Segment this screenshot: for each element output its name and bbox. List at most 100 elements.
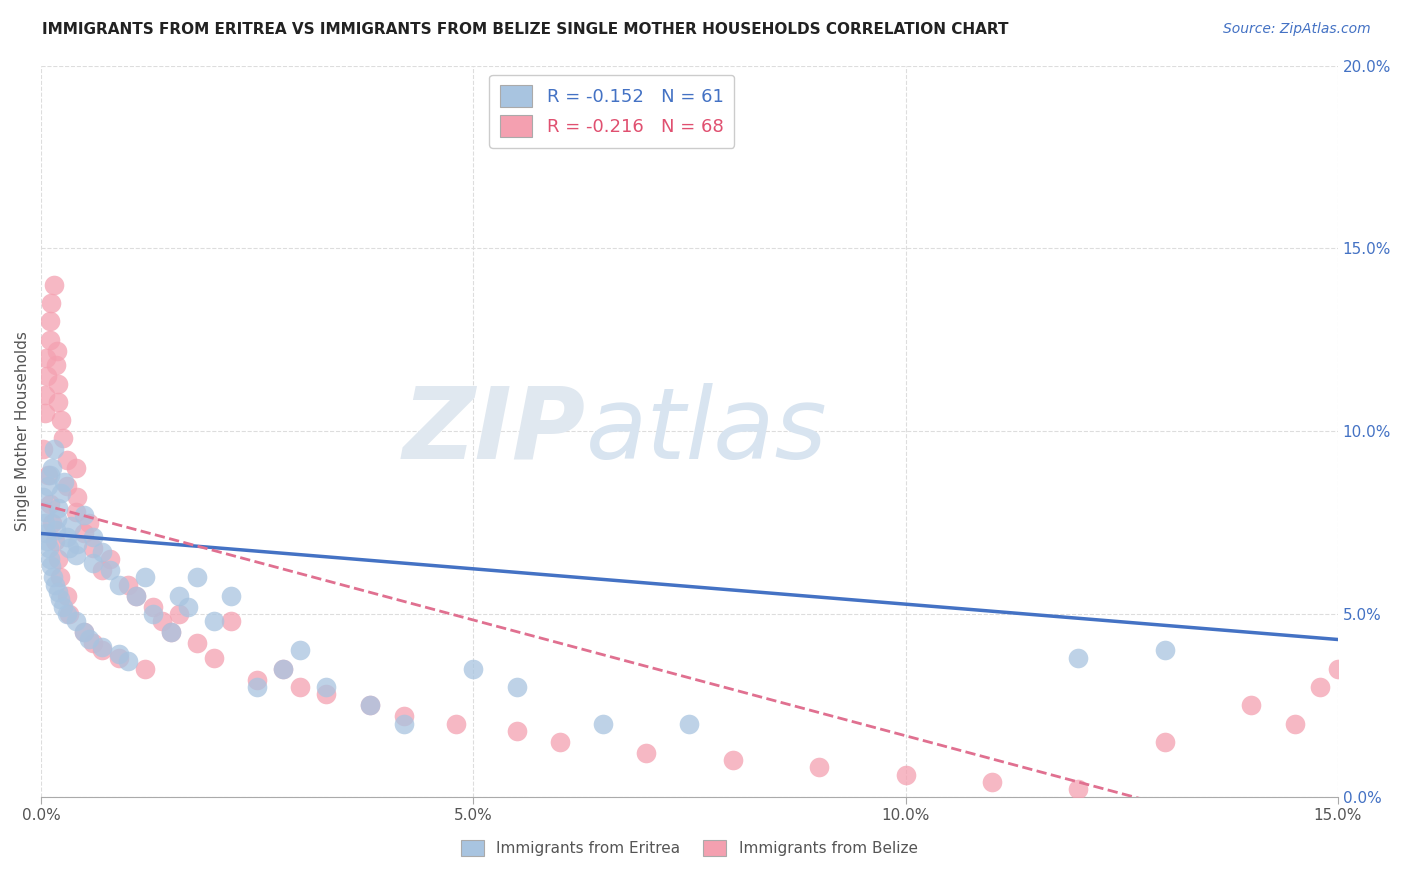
Point (73, 508, 96, 523)
Text: ZIP: ZIP (402, 383, 586, 480)
Point (246, 673, 269, 687)
Point (1309, 680, 1331, 694)
Point (108, 650, 131, 665)
Point (82, 530, 104, 544)
Point (505, 723, 527, 738)
Point (808, 760, 831, 774)
Point (34, 504, 56, 518)
Point (56, 589, 79, 603)
Legend: R = -0.152   N = 61, R = -0.216   N = 68: R = -0.152 N = 61, R = -0.216 N = 68 (489, 75, 734, 147)
Point (444, 716, 467, 731)
Point (186, 570, 208, 584)
Point (117, 655, 139, 669)
Point (42, 570, 65, 584)
Point (34, 516, 56, 530)
Point (41, 559, 63, 574)
Point (49, 486, 72, 500)
Point (548, 735, 571, 749)
Point (125, 589, 148, 603)
Point (90, 545, 112, 559)
Point (35, 351, 58, 365)
Point (52, 432, 75, 446)
Point (44, 577, 66, 591)
Point (505, 680, 527, 694)
Point (894, 768, 917, 782)
Point (52, 475, 75, 490)
Point (38, 314, 60, 328)
Point (90, 640, 112, 654)
Point (98, 563, 121, 577)
Point (186, 636, 208, 650)
Point (73, 625, 96, 640)
Point (34, 387, 56, 401)
Point (981, 775, 1004, 789)
Point (117, 577, 139, 591)
Point (41, 516, 63, 530)
Point (45, 512, 67, 526)
Point (38, 497, 60, 511)
Point (392, 709, 415, 723)
Point (359, 698, 381, 713)
Point (82, 556, 104, 570)
Point (58, 541, 80, 555)
Point (90, 643, 112, 657)
Point (359, 698, 381, 713)
Point (38, 468, 60, 483)
Point (290, 643, 312, 657)
Point (41, 296, 63, 310)
Point (142, 607, 165, 621)
Point (159, 625, 181, 640)
Point (678, 716, 700, 731)
Point (108, 577, 131, 591)
Point (48, 395, 70, 409)
Point (1067, 650, 1090, 665)
Point (49, 570, 72, 584)
Point (1326, 662, 1348, 676)
Point (37, 369, 59, 384)
Point (392, 716, 415, 731)
Point (58, 607, 80, 621)
Point (98, 552, 121, 566)
Point (31, 442, 53, 457)
Point (636, 746, 658, 760)
Point (1154, 643, 1177, 657)
Point (56, 453, 79, 467)
Point (48, 552, 70, 566)
Text: atlas: atlas (586, 383, 827, 480)
Point (77, 632, 100, 647)
Point (56, 530, 79, 544)
Point (246, 680, 269, 694)
Point (56, 607, 79, 621)
Point (38, 552, 60, 566)
Point (271, 662, 294, 676)
Point (42, 277, 65, 292)
Point (48, 376, 70, 391)
Point (45, 343, 67, 358)
Point (463, 662, 485, 676)
Point (73, 526, 96, 541)
Point (37, 468, 59, 483)
Point (169, 607, 191, 621)
Point (38, 333, 60, 347)
Point (60, 519, 83, 533)
Point (44, 533, 66, 548)
Point (108, 647, 131, 661)
Point (45, 523, 67, 537)
Point (134, 570, 156, 584)
Point (65, 549, 87, 563)
Point (125, 589, 148, 603)
Point (1067, 782, 1090, 797)
Point (219, 614, 242, 628)
Point (65, 460, 87, 475)
Point (49, 592, 72, 607)
Point (315, 687, 337, 701)
Point (41, 460, 63, 475)
Point (1240, 698, 1263, 713)
Text: Source: ZipAtlas.com: Source: ZipAtlas.com (1223, 22, 1371, 37)
Point (82, 636, 104, 650)
Point (65, 504, 87, 518)
Point (82, 541, 104, 555)
Point (35, 526, 58, 541)
Point (38, 541, 60, 555)
Point (65, 614, 87, 628)
